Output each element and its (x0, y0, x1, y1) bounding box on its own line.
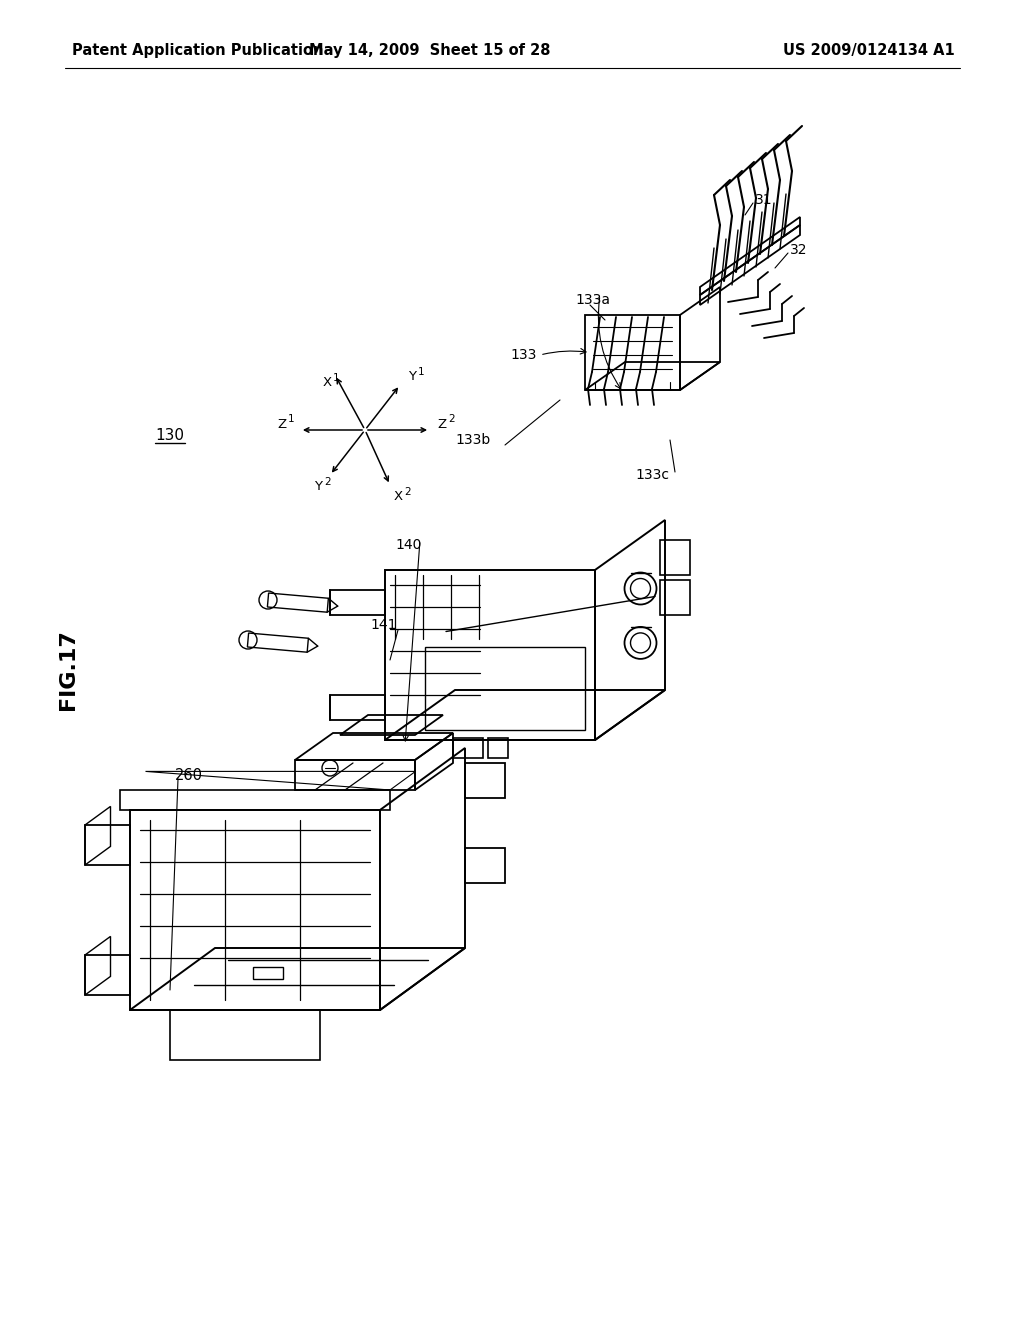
Text: FIG.17: FIG.17 (58, 630, 78, 710)
Text: 133c: 133c (635, 469, 669, 482)
Text: Y: Y (408, 371, 416, 384)
Text: X: X (393, 491, 402, 503)
Text: 133: 133 (510, 348, 537, 362)
Text: 260: 260 (175, 767, 203, 783)
Text: 2: 2 (324, 477, 331, 487)
Text: 130: 130 (155, 428, 184, 442)
Text: 133a: 133a (575, 293, 610, 308)
Text: 32: 32 (790, 243, 808, 257)
Text: 1: 1 (333, 374, 340, 383)
Text: US 2009/0124134 A1: US 2009/0124134 A1 (783, 44, 955, 58)
Text: 1: 1 (418, 367, 425, 378)
Text: May 14, 2009  Sheet 15 of 28: May 14, 2009 Sheet 15 of 28 (309, 44, 551, 58)
Text: 140: 140 (395, 539, 421, 552)
Text: 1: 1 (288, 414, 295, 424)
Text: Z: Z (437, 417, 446, 430)
Text: 31: 31 (755, 193, 773, 207)
Text: 2: 2 (404, 487, 411, 498)
Text: Patent Application Publication: Patent Application Publication (72, 44, 324, 58)
Text: X: X (323, 376, 332, 389)
Text: Y: Y (314, 480, 322, 494)
Text: 2: 2 (449, 414, 455, 424)
Text: 133b: 133b (455, 433, 490, 447)
Text: Z: Z (278, 417, 287, 430)
Text: 141: 141 (370, 618, 396, 632)
